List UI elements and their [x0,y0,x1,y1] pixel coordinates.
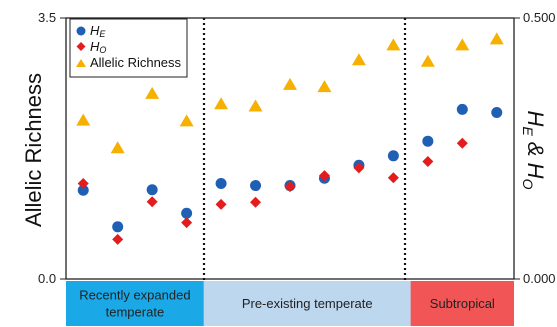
he-point-1 [77,184,89,196]
he-point-6 [250,180,262,192]
plot-frame [65,17,515,280]
ho-point-12 [456,137,468,149]
ar-point-5 [214,97,229,110]
ar-point-9 [351,53,366,66]
ho-point-9 [353,162,365,174]
he-point-4 [181,207,193,219]
region-label-1-line-2: temperate [106,305,165,320]
legend-label-he: HE [90,23,106,39]
he-point-11 [422,135,434,147]
region-band-1 [66,281,204,326]
right-axis-title: HE & HO [520,111,548,190]
region-band-3 [410,281,514,326]
he-point-13 [491,106,503,118]
legend-marker-he [76,26,86,36]
ar-point-10 [386,38,401,51]
he-point-2 [112,221,124,233]
ho-point-7 [284,181,296,193]
right-tick-min: 0.000 [523,271,556,286]
ar-point-3 [145,86,160,99]
region-band-2 [203,281,411,326]
legend-box [69,18,188,78]
region-label-2-line-1: Pre-existing temperate [242,296,373,311]
ho-point-5 [215,198,227,210]
ar-point-12 [455,38,470,51]
legend-label-ar: Allelic Richness [90,55,182,70]
left-axis-title: Allelic Richness [21,73,46,227]
legend: HE HO Allelic Richness [69,18,188,78]
he-point-12 [456,103,468,115]
ar-point-2 [110,141,125,154]
legend-marker-ho [76,42,86,51]
ho-point-1 [77,177,89,189]
legend-marker-ar [76,59,86,67]
ho-point-10 [387,172,399,184]
he-point-10 [387,150,399,162]
ar-point-6 [248,99,263,112]
data-marks [76,32,504,245]
he-point-3 [146,184,158,196]
ar-point-8 [317,80,332,93]
ho-point-2 [112,233,124,245]
right-tick-max: 0.500 [523,10,556,25]
left-tick-max: 3.5 [38,10,56,25]
ho-point-3 [146,196,158,208]
ar-point-11 [420,54,435,67]
ar-point-7 [283,77,297,90]
ho-point-11 [422,156,434,168]
ar-point-4 [179,114,194,127]
ar-point-1 [76,113,91,126]
legend-label-ho: HO [90,39,106,55]
ar-point-13 [489,32,504,45]
ho-point-6 [250,196,262,208]
ho-point-8 [318,170,330,182]
left-tick-min: 0.0 [38,271,56,286]
region-label-3-line-1: Subtropical [430,296,495,311]
ho-point-4 [181,217,193,229]
region-bands: Recently expanded temperate Pre-existing t… [66,281,514,326]
region-label-1-line-1: Recently expanded [79,288,190,303]
he-point-5 [215,177,227,189]
